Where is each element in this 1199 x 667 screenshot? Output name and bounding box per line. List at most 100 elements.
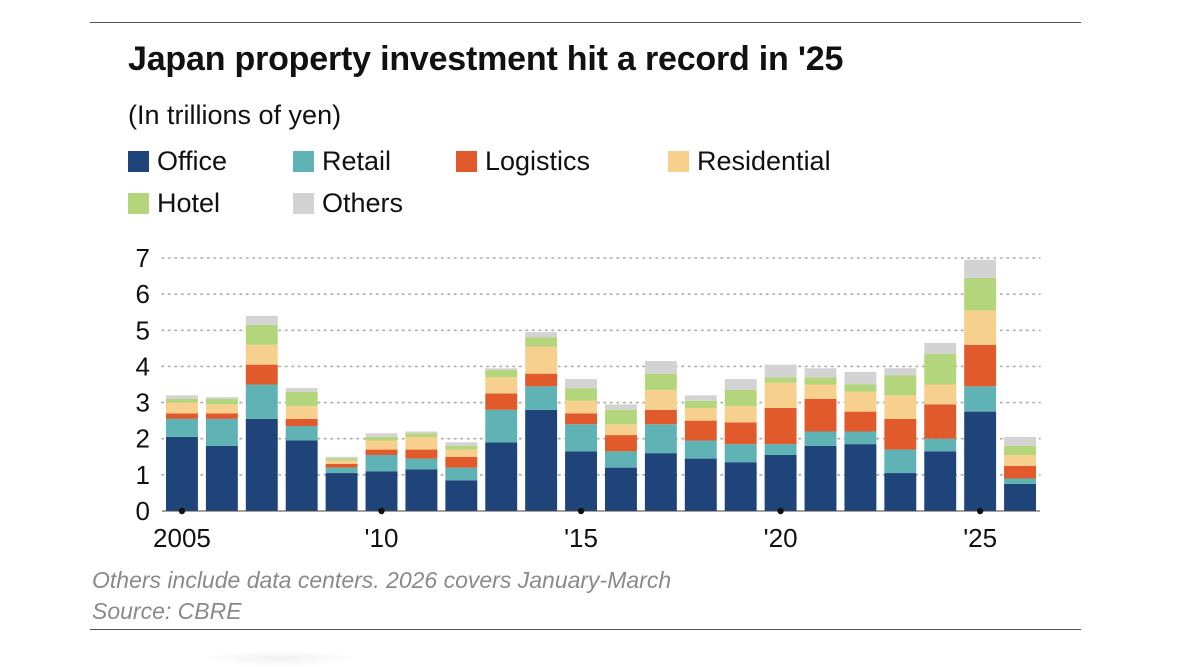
bar-segment-logistics-2005 [165, 413, 198, 419]
legend-item-office: Office [128, 146, 227, 177]
bar-segment-residential-2007 [245, 344, 278, 365]
bar-segment-residential-2014 [525, 346, 558, 374]
bar-segment-logistics-2012 [445, 456, 478, 468]
bar-segment-others-2017 [644, 361, 677, 374]
chart-legend: Office Retail Logistics Residential Hotel Oth… [128, 146, 988, 226]
legend-item-hotel: Hotel [128, 188, 220, 219]
bar-segment-residential-2026 [1004, 454, 1037, 466]
bar-segment-office-2006 [205, 445, 238, 511]
bar-segment-hotel-2017 [644, 373, 677, 390]
bar-segment-hotel-2018 [684, 400, 717, 408]
bar-segment-retail-2005 [165, 418, 198, 437]
x-tick-label: '15 [564, 523, 598, 553]
bar-segment-others-2005 [165, 395, 198, 399]
bar-segment-logistics-2011 [405, 449, 438, 459]
legend-label-hotel: Hotel [157, 188, 221, 218]
bar-segment-logistics-2023 [884, 418, 917, 450]
bar-segment-retail-2006 [205, 418, 238, 446]
bar-segment-others-2022 [844, 371, 877, 385]
x-tick-label: '20 [764, 523, 798, 553]
legend-swatch-logistics [456, 151, 477, 172]
bar-segment-office-2015 [565, 451, 598, 511]
bar-segment-residential-2021 [804, 384, 837, 399]
bar-segment-residential-2023 [884, 395, 917, 419]
legend-swatch-hotel [128, 193, 149, 214]
bar-segment-logistics-2014 [525, 373, 558, 387]
bar-segment-logistics-2013 [485, 393, 518, 410]
bar-segment-logistics-2022 [844, 411, 877, 432]
bar-segment-logistics-2024 [924, 404, 957, 439]
bar-segment-residential-2009 [325, 460, 358, 465]
bar-segment-hotel-2021 [804, 377, 837, 385]
bar-segment-hotel-2015 [565, 388, 598, 401]
x-tick-mark [378, 507, 385, 515]
bar-segment-others-2026 [1004, 436, 1037, 446]
bar-segment-residential-2006 [205, 404, 238, 414]
bar-segment-retail-2018 [684, 440, 717, 459]
bar-segment-retail-2023 [884, 449, 917, 474]
bar-segment-logistics-2008 [285, 418, 318, 427]
bar-segment-office-2009 [325, 473, 358, 511]
bar-segment-others-2014 [525, 332, 558, 338]
bottom-rule [90, 629, 1081, 630]
bar-segment-logistics-2006 [205, 413, 238, 419]
y-tick-label: 0 [136, 496, 150, 526]
bar-segment-hotel-2008 [285, 391, 318, 407]
bar-segment-others-2016 [604, 404, 637, 410]
bar-segment-hotel-2013 [485, 370, 518, 378]
bar-segment-logistics-2010 [365, 449, 398, 455]
bar-segment-others-2020 [764, 364, 797, 378]
bar-segment-office-2023 [884, 473, 917, 511]
chart-title: Japan property investment hit a record i… [128, 40, 844, 78]
bar-segment-logistics-2019 [724, 422, 757, 445]
bar-segment-office-2016 [604, 467, 637, 511]
bar-segment-office-2012 [445, 480, 478, 511]
bar-segment-office-2013 [485, 442, 518, 511]
bar-segment-office-2008 [285, 440, 318, 511]
chart-subtitle: (In trillions of yen) [128, 100, 342, 130]
bar-segment-hotel-2009 [325, 458, 358, 461]
bar-segment-others-2012 [445, 442, 478, 446]
bar-segment-residential-2011 [405, 436, 438, 450]
y-tick-label: 2 [136, 424, 150, 454]
y-tick-label: 3 [136, 388, 150, 418]
bar-segment-residential-2025 [964, 310, 997, 345]
bar-segment-hotel-2010 [365, 436, 398, 441]
bar-segment-hotel-2023 [884, 375, 917, 396]
bar-segment-hotel-2014 [525, 337, 558, 347]
legend-swatch-retail [293, 151, 314, 172]
bar-segment-hotel-2022 [844, 384, 877, 392]
bar-segment-logistics-2009 [325, 464, 358, 468]
bar-segment-office-2021 [804, 445, 837, 511]
bar-segment-retail-2019 [724, 444, 757, 463]
x-tick-mark [976, 507, 984, 515]
bar-segment-logistics-2020 [764, 407, 797, 445]
bar-segment-others-2018 [684, 395, 717, 401]
bar-segment-residential-2018 [684, 407, 717, 421]
bar-segment-hotel-2019 [724, 389, 757, 407]
legend-label-residential: Residential [697, 146, 831, 176]
bar-segment-residential-2017 [644, 389, 677, 410]
bar-segment-office-2010 [365, 471, 398, 511]
bar-segment-retail-2014 [525, 386, 558, 410]
bar-segment-residential-2008 [285, 406, 318, 419]
bar-segment-residential-2020 [764, 382, 797, 408]
bar-segment-retail-2025 [964, 386, 997, 412]
bar-segment-residential-2019 [724, 406, 757, 423]
bar-segment-retail-2015 [565, 424, 598, 452]
bar-segment-others-2009 [325, 456, 358, 459]
bar-segment-office-2022 [844, 444, 877, 511]
bar-segment-others-2015 [565, 379, 598, 389]
bar-segment-others-2007 [245, 315, 278, 325]
bar-segment-hotel-2011 [405, 433, 438, 437]
footnote-source: Source: CBRE [92, 598, 242, 624]
bar-segment-retail-2026 [1004, 478, 1037, 484]
bar-segment-others-2025 [964, 259, 997, 278]
legend-item-others: Others [293, 188, 403, 219]
bar-segment-office-2007 [245, 418, 278, 511]
bar-segment-residential-2024 [924, 384, 957, 405]
bar-segment-retail-2012 [445, 467, 478, 481]
bar-segment-hotel-2024 [924, 353, 957, 385]
x-tick-label: '10 [365, 523, 399, 553]
legend-label-retail: Retail [322, 146, 392, 176]
